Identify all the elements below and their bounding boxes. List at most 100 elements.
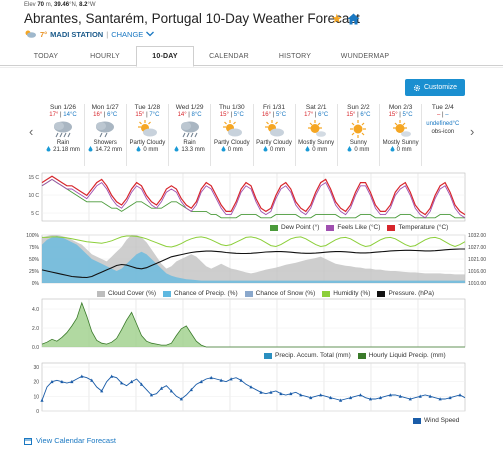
day-separator bbox=[294, 104, 296, 166]
day-condition: Showers bbox=[93, 140, 117, 146]
prev-days-arrow[interactable]: ‹ bbox=[29, 124, 34, 139]
wind-direction-marker bbox=[40, 398, 44, 402]
day-column[interactable]: Sat 2/1 17° | 6°C Mostly Sunny 0 mm bbox=[295, 104, 337, 154]
tab-hourly[interactable]: HOURLY bbox=[90, 52, 120, 60]
raindrop-icon bbox=[46, 146, 51, 154]
tab-10-day[interactable]: 10-DAY bbox=[136, 46, 194, 67]
day-column[interactable]: Tue 2/4– | – undefined°C obs-icon bbox=[422, 104, 464, 135]
wind-direction-marker bbox=[199, 379, 203, 384]
day-precip: obs-icon bbox=[431, 129, 455, 135]
day-name: Tue 1/28 bbox=[134, 104, 161, 111]
day-hilo: 16° | 5°C bbox=[261, 112, 287, 118]
legend-chance-snow[interactable]: Chance of Snow (%) bbox=[244, 290, 315, 297]
wind-direction-marker bbox=[129, 379, 134, 384]
legend-precip-accum[interactable]: Precip. Accum. Total (mm) bbox=[264, 352, 351, 359]
legend-wind-speed[interactable]: Wind Speed bbox=[413, 417, 459, 424]
wind-direction-marker bbox=[458, 393, 462, 397]
station-name[interactable]: MADI STATION bbox=[50, 29, 104, 39]
day-separator bbox=[168, 104, 170, 166]
tab-today[interactable]: TODAY bbox=[33, 52, 59, 60]
atmo-y2-tick-label: 1032.00 bbox=[468, 233, 486, 239]
legend-cloud-cover[interactable]: Cloud Cover (%) bbox=[97, 290, 156, 297]
day-separator bbox=[252, 104, 254, 166]
raindrop-icon bbox=[88, 146, 93, 154]
customize-button[interactable]: Customize bbox=[405, 79, 465, 96]
day-column[interactable]: Mon 1/27 16° | 6°C Showers 14.72 mm bbox=[84, 104, 126, 154]
day-condition: Sunny bbox=[349, 140, 367, 146]
day-condition: Rain bbox=[183, 140, 196, 146]
atmo-tick-label: 25% bbox=[29, 269, 40, 275]
day-column[interactable]: Sun 1/26 17° | 14°C Rain 21.18 mm bbox=[42, 104, 84, 154]
favorite-star-icon[interactable]: ★ bbox=[331, 11, 343, 26]
next-days-arrow[interactable]: › bbox=[470, 124, 475, 139]
day-column[interactable]: Thu 1/30 15° | 5°C Partly Cloudy 0 mm bbox=[211, 104, 253, 154]
day-column[interactable]: Mon 2/3 15° | 5°C Mostly Sunny 0 mm bbox=[380, 104, 422, 154]
station-bar: 7° MADI STATION | CHANGE bbox=[24, 29, 155, 39]
day-hilo: – | – bbox=[437, 112, 449, 118]
day-column[interactable]: Sun 2/2 15° | 6°C Sunny 0 mm bbox=[337, 104, 379, 154]
wind-direction-marker bbox=[219, 378, 223, 382]
day-column[interactable]: Fri 1/31 16° | 5°C Partly Cloudy 0 mm bbox=[253, 104, 295, 154]
wind-direction-marker bbox=[269, 390, 273, 394]
tab-calendar[interactable]: CALENDAR bbox=[209, 52, 249, 60]
wind-direction-marker bbox=[329, 395, 333, 400]
mostly-sunny-icon bbox=[295, 119, 337, 139]
chevron-down-icon[interactable] bbox=[146, 31, 155, 37]
feels-like-line bbox=[41, 178, 466, 219]
day-precip: 14.72 mm bbox=[84, 146, 126, 154]
legend-chance-precip[interactable]: Chance of Precip. (%) bbox=[163, 290, 238, 297]
view-calendar-link[interactable]: View Calendar Forecast bbox=[24, 436, 116, 445]
rain-icon bbox=[169, 119, 211, 139]
day-name: Wed 1/29 bbox=[175, 104, 204, 111]
raindrop-icon bbox=[347, 146, 352, 154]
day-column[interactable]: Wed 1/29 14° | 8°C Rain 13.3 mm bbox=[169, 104, 211, 154]
day-hilo: 15° | 5°C bbox=[219, 112, 244, 118]
wind-direction-marker bbox=[408, 397, 412, 401]
legend-hourly-precip[interactable]: Hourly Liquid Precip. (mm) bbox=[357, 352, 446, 359]
legend-pressure[interactable]: Pressure. (hPa) bbox=[377, 290, 434, 297]
sunny-icon bbox=[337, 119, 379, 139]
wind-direction-marker bbox=[110, 374, 114, 378]
gear-icon bbox=[413, 84, 420, 91]
day-column[interactable]: Tue 1/28 15° | 7°C Partly Cloudy 0 mm bbox=[126, 104, 168, 154]
day-hilo: 14° | 8°C bbox=[177, 112, 202, 118]
wind-direction-marker bbox=[378, 395, 382, 400]
wind-direction-marker bbox=[149, 393, 154, 397]
humidity-line bbox=[42, 235, 466, 248]
day-precip: 13.3 mm bbox=[169, 146, 211, 154]
legend-dew-point[interactable]: Dew Point (°) bbox=[270, 224, 319, 231]
day-hilo: 15° | 6°C bbox=[346, 112, 371, 118]
raindrop-icon bbox=[263, 146, 268, 154]
tab-wundermap[interactable]: WUNDERMAP bbox=[340, 52, 390, 60]
hourly-precip-area bbox=[42, 302, 465, 347]
atmo-y2-tick-label: 1021.00 bbox=[468, 257, 486, 263]
wind-direction-marker bbox=[348, 395, 353, 400]
tabs-divider bbox=[0, 67, 503, 68]
wind-direction-marker bbox=[209, 375, 213, 380]
wind-tick-label: 10 bbox=[33, 394, 39, 400]
dew-point-line bbox=[41, 178, 465, 219]
chance-precip-area bbox=[42, 236, 465, 283]
temp-tick-label: 10 C bbox=[28, 193, 39, 199]
location-meta: Elev 70 m, 39.46°N, 8.2°W bbox=[24, 2, 96, 8]
legend-humidity[interactable]: Humidity (%) bbox=[322, 290, 370, 297]
wind-direction-marker bbox=[50, 379, 54, 384]
wind-direction-marker bbox=[309, 395, 313, 400]
day-condition: Partly Cloudy bbox=[129, 140, 166, 146]
change-station-link[interactable]: CHANGE bbox=[111, 29, 144, 39]
raindrop-icon bbox=[174, 146, 179, 154]
wind-direction-marker bbox=[249, 385, 253, 389]
legend-temperature[interactable]: Temperature (°C) bbox=[387, 224, 448, 231]
home-icon[interactable] bbox=[347, 12, 360, 30]
day-precip: 0 mm bbox=[253, 146, 295, 154]
wind-direction-marker bbox=[438, 397, 442, 401]
temperature-line bbox=[41, 175, 466, 216]
wind-direction-marker bbox=[388, 393, 392, 397]
page-title: Abrantes, Santarém, Portugal 10-Day Weat… bbox=[24, 11, 360, 26]
tab-history[interactable]: HISTORY bbox=[278, 52, 312, 60]
raindrop-icon bbox=[136, 146, 141, 154]
temp-tick-label: 15 C bbox=[28, 175, 39, 181]
wind-direction-marker bbox=[100, 389, 104, 393]
wind-direction-marker bbox=[60, 379, 64, 384]
legend-feels-like[interactable]: Feels Like (°C) bbox=[326, 224, 380, 231]
